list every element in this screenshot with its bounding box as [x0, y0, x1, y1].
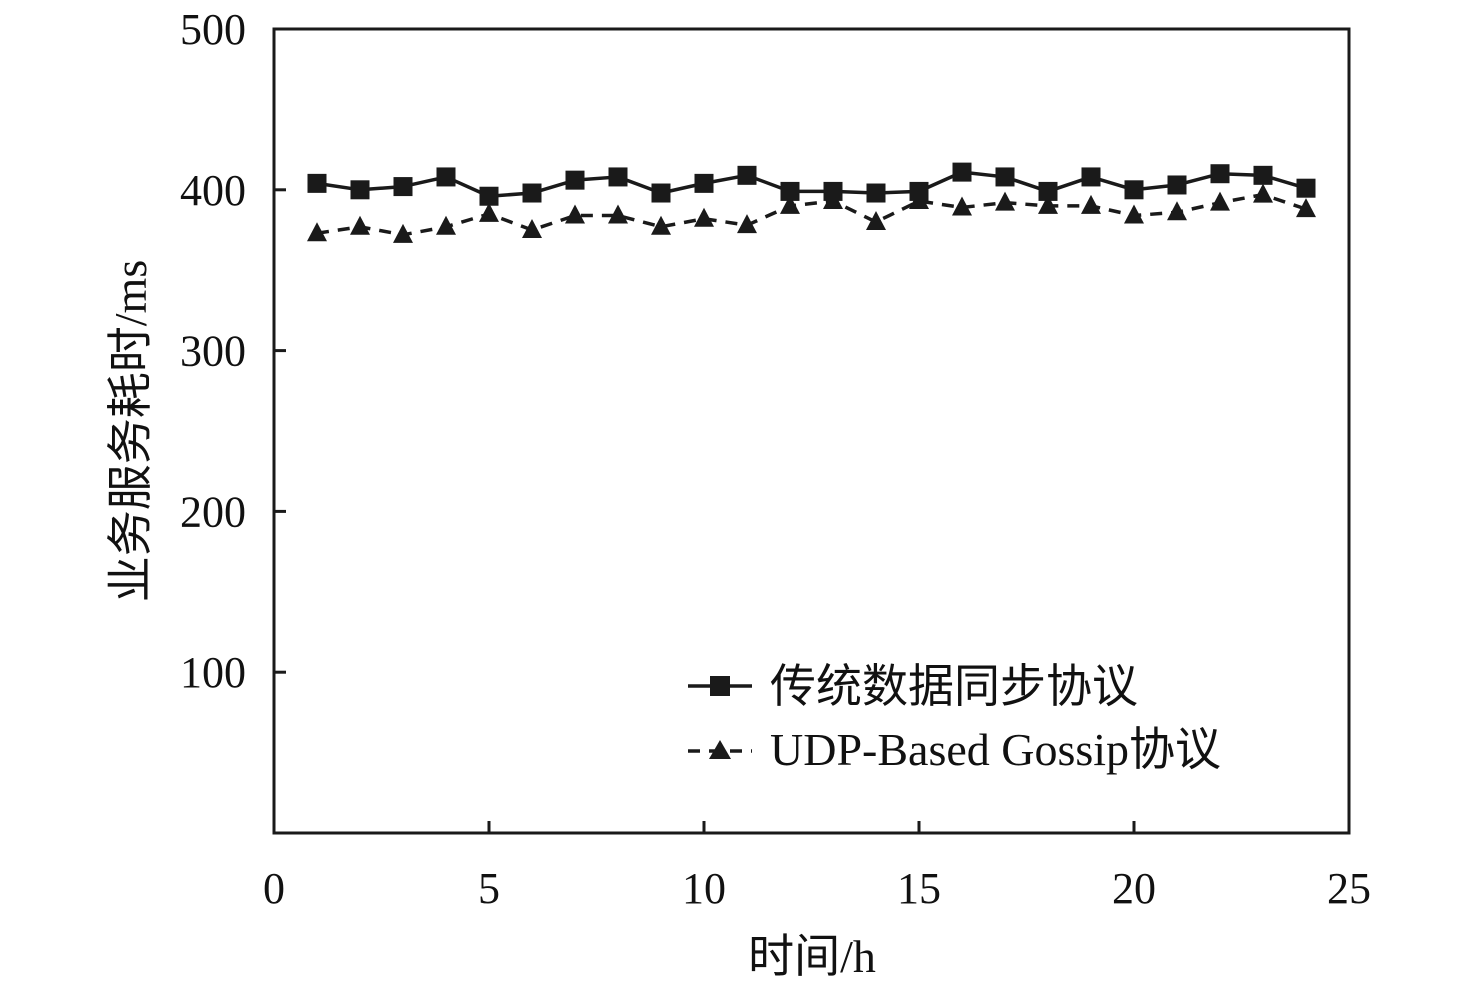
x-tick-label: 25: [1327, 864, 1371, 913]
data-point-square: [1253, 165, 1273, 185]
legend: 传统数据同步协议 UDP-Based Gossip协议: [688, 661, 1221, 775]
x-tick-label: 0: [263, 864, 285, 913]
series-line-1: [316, 170, 1307, 198]
data-point-triangle: [1296, 198, 1316, 218]
series-2: [307, 183, 1316, 243]
data-point-square: [479, 186, 499, 206]
data-point-square: [780, 181, 800, 201]
plot-area-frame: [272, 27, 1351, 835]
data-point-triangle: [866, 210, 886, 230]
legend-item-series-1: 传统数据同步协议: [688, 661, 1138, 712]
legend-item-series-2: UDP-Based Gossip协议: [688, 724, 1221, 775]
data-point-triangle: [823, 190, 843, 210]
data-point-square: [1296, 178, 1316, 198]
legend-marker-series-1: [710, 676, 730, 696]
axis-ticks: [274, 188, 1136, 833]
x-tick-label: 15: [897, 864, 941, 913]
x-tick-label: 20: [1112, 864, 1156, 913]
data-point-triangle: [307, 222, 327, 242]
y-axis-title: 业务服务耗时/ms: [105, 260, 156, 602]
data-point-triangle: [393, 223, 413, 243]
legend-marker-series-2: [709, 740, 731, 759]
legend-label-series-1: 传统数据同步协议: [770, 661, 1138, 712]
y-tick-label: 400: [180, 166, 246, 215]
data-point-triangle: [522, 219, 542, 238]
x-tick-label: 5: [478, 864, 500, 913]
data-point-triangle: [952, 196, 972, 216]
data-point-square: [737, 165, 757, 185]
data-point-square: [350, 180, 370, 200]
data-point-triangle: [1167, 201, 1187, 221]
y-tick-label: 100: [180, 648, 246, 697]
data-point-triangle: [1124, 204, 1144, 224]
x-axis-title: 时间/h: [748, 931, 876, 982]
data-point-triangle: [1210, 191, 1230, 211]
data-point-square: [436, 167, 456, 187]
y-tick-label: 300: [180, 327, 246, 376]
series-layer: [307, 162, 1316, 243]
data-point-triangle: [350, 215, 370, 235]
data-point-triangle: [479, 202, 499, 222]
data-point-triangle: [909, 190, 929, 210]
data-point-triangle: [1253, 183, 1273, 203]
data-point-square: [522, 183, 542, 203]
data-point-triangle: [780, 194, 800, 214]
axis-tick-labels: 0 5 10 15 20 25 100 200 300 400 500: [180, 5, 1371, 913]
data-point-square: [565, 170, 585, 190]
data-point-square: [651, 183, 671, 203]
data-point-triangle: [995, 191, 1015, 211]
data-point-triangle: [1038, 194, 1058, 214]
data-point-square: [1038, 181, 1058, 201]
series-line-2: [316, 192, 1307, 237]
data-point-square: [608, 167, 628, 187]
data-point-square: [694, 173, 714, 193]
y-tick-label: 500: [180, 5, 246, 54]
y-tick-label: 200: [180, 487, 246, 536]
data-point-square: [1081, 167, 1101, 187]
data-point-square: [307, 173, 327, 193]
legend-label-series-2: UDP-Based Gossip协议: [770, 724, 1221, 775]
data-point-square: [952, 162, 972, 182]
data-point-square: [995, 167, 1015, 187]
data-point-triangle: [608, 204, 628, 224]
data-point-square: [1210, 164, 1230, 184]
data-point-square: [866, 183, 886, 203]
data-point-square: [393, 177, 413, 197]
data-point-triangle: [651, 215, 671, 235]
data-point-triangle: [436, 215, 456, 235]
data-point-triangle: [737, 214, 757, 234]
x-tick-label: 10: [682, 864, 726, 913]
data-point-triangle: [1081, 194, 1101, 214]
data-point-square: [1124, 180, 1144, 200]
data-point-triangle: [694, 207, 714, 227]
data-point-triangle: [565, 204, 585, 224]
data-point-square: [1167, 175, 1187, 195]
series-1: [307, 162, 1316, 206]
